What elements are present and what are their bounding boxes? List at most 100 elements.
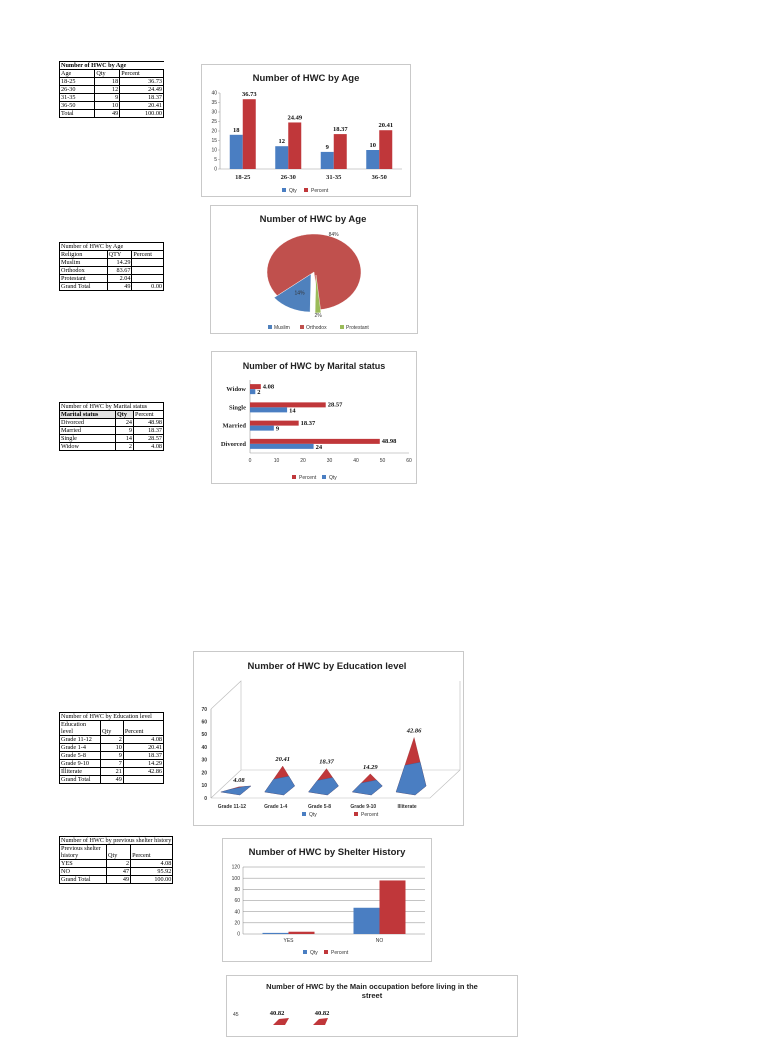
table-cell: 20.41 xyxy=(122,743,165,752)
bar-percent xyxy=(242,99,256,169)
table-cell: Muslim xyxy=(59,258,108,267)
data-label-percent: 4.08 xyxy=(263,383,275,390)
table-cell: Grade 9-10 xyxy=(59,759,101,768)
table-cell: 14.29 xyxy=(106,258,133,267)
table-cell: 83.67 xyxy=(106,266,133,275)
legend-label-percent: Percent xyxy=(331,950,349,956)
table-caption: Number of HWC by Education level xyxy=(59,712,164,721)
table-cell: 36.73 xyxy=(119,77,164,86)
x-tick-label: Grade 9-10 xyxy=(350,804,376,810)
table-header: Percent xyxy=(119,69,164,78)
table-row: Grand Total 49 100.00 xyxy=(59,875,174,884)
legend-swatch-qty xyxy=(322,475,326,479)
x-tick-label: 18-25 xyxy=(235,174,251,181)
table-cell: Grand Total xyxy=(59,875,107,884)
legend-swatch-percent xyxy=(304,188,308,192)
table-row: Orthodox 83.67 xyxy=(59,266,164,275)
table-row: Grade 11-12 2 4.08 xyxy=(59,735,165,744)
bar-qty xyxy=(250,407,288,413)
legend-label-qty: Qty xyxy=(309,812,317,818)
age-bar-chart-svg: Number of HWC by Age 0 5 10 15 20 25 30 35 40 18 3… xyxy=(211,73,402,194)
y-tick-label: 70 xyxy=(201,707,207,713)
occupation-bar-chart-svg: Number of HWC by the Main occupation bef… xyxy=(233,982,478,1025)
data-label-percent: 36.73 xyxy=(242,91,257,98)
table-cell xyxy=(122,775,165,784)
table-caption: Number of HWC by previous shelter histor… xyxy=(58,836,174,845)
x-tick-label: Grade 11-12 xyxy=(218,804,247,810)
data-label-percent: 42.86 xyxy=(406,728,422,735)
x-tick-label: 0 xyxy=(249,458,252,464)
pyramid-percent xyxy=(273,1018,289,1025)
x-tick-label: 26-30 xyxy=(281,174,296,181)
table-cell: 36-50 xyxy=(58,101,96,110)
table-cell: Illiterate xyxy=(59,767,101,776)
bar-percent xyxy=(250,438,380,444)
table-row: Illiterate 21 42.86 xyxy=(59,767,165,776)
bar-qty xyxy=(320,151,334,169)
x-tick-label: 60 xyxy=(406,458,412,464)
x-tick-label: 20 xyxy=(300,458,306,464)
table-header: Marital status xyxy=(59,410,116,419)
legend-label-muslim: Muslim xyxy=(274,325,290,331)
chart-title: Number of HWC by Shelter History xyxy=(249,847,406,858)
table-cell: NO xyxy=(59,867,107,876)
table-row: 18-25 18 36.73 xyxy=(58,77,164,86)
table-row: Grand Total 49 0.00 xyxy=(59,282,164,291)
chart-title: Number of HWC by Marital status xyxy=(243,361,386,371)
legend-label-qty: Qty xyxy=(310,950,318,956)
table-cell: 26-30 xyxy=(58,85,96,94)
table-row: YES 2 4.08 xyxy=(59,859,174,868)
pyramid-qty xyxy=(395,762,427,796)
y-tick-label: 60 xyxy=(201,720,207,726)
table-cell: 24.49 xyxy=(119,85,164,94)
y-tick-label: 20 xyxy=(201,770,207,776)
bar-percent xyxy=(288,931,315,934)
table-cell: 7 xyxy=(100,759,124,768)
table-cell: 49 xyxy=(106,282,133,291)
data-label-percent: 20.41 xyxy=(378,122,393,129)
table-cell: 49 xyxy=(105,875,132,884)
table-row: Divorced 24 48.98 xyxy=(59,418,164,427)
education-table: Number of HWC by Education level Educati… xyxy=(59,712,165,784)
table-cell: 18.37 xyxy=(122,751,165,760)
religion-pie-chart-svg: Number of HWC by Age 14% 84% 2% Muslim Ortho… xyxy=(260,214,370,331)
table-cell: Grade 11-12 xyxy=(59,735,101,744)
table-cell: Total xyxy=(58,109,96,118)
table-row: Total 49 100.00 xyxy=(58,109,164,118)
table-row: Married 9 18.37 xyxy=(59,426,164,435)
table-cell: 4.08 xyxy=(122,735,165,744)
legend-label-percent: Percent xyxy=(311,188,329,194)
table-cell: Married xyxy=(59,426,116,435)
floor-edge xyxy=(211,769,461,799)
data-label-qty: 14 xyxy=(289,407,296,414)
table-header: Qty xyxy=(114,410,135,419)
table-cell: 18.37 xyxy=(119,93,164,102)
table-cell: 95.92 xyxy=(130,867,174,876)
x-tick-label: 50 xyxy=(380,458,386,464)
table-cell: 2 xyxy=(105,859,132,868)
table-header: Previous shelter history xyxy=(59,844,107,860)
table-cell: 28.57 xyxy=(133,434,164,443)
shelter-bar-chart-svg: Number of HWC by Shelter History 0 20 40 60… xyxy=(232,847,425,956)
table-header: Qty xyxy=(100,720,124,736)
religion-table: Number of HWC by Age Religion QTY Percen… xyxy=(59,242,164,291)
table-cell xyxy=(131,274,164,283)
table-cell: 42.86 xyxy=(122,767,165,776)
table-cell: 31-35 xyxy=(58,93,96,102)
y-tick-label: Married xyxy=(223,423,247,430)
table-cell: 21 xyxy=(100,767,124,776)
table-cell: 18-25 xyxy=(58,77,96,86)
y-tick-label: Widow xyxy=(226,386,246,393)
education-3d-chart-svg: Number of HWC by Education level 0 10 20 30… xyxy=(201,661,461,818)
table-cell: 14 xyxy=(114,434,135,443)
x-tick-label: YES xyxy=(283,938,294,944)
table-cell: Grand Total xyxy=(59,282,108,291)
legend-swatch-qty xyxy=(303,950,307,954)
y-tick-label: 40 xyxy=(211,91,217,97)
table-cell: Protestant xyxy=(59,274,108,283)
table-row: Protestant 2.04 xyxy=(59,274,164,283)
table-cell: 24 xyxy=(114,418,135,427)
table-header: Education level xyxy=(59,720,101,736)
x-tick-label: 36-50 xyxy=(372,174,387,181)
bar-qty xyxy=(250,389,256,395)
